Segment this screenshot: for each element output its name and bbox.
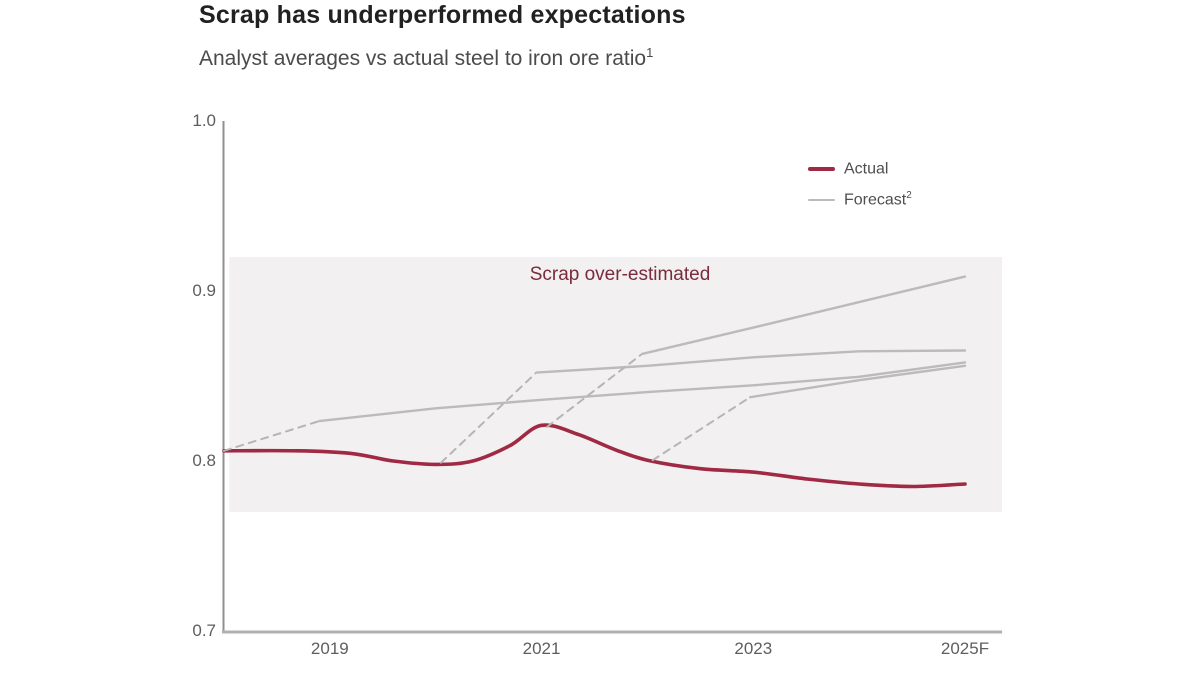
forecast-2022-connector: [651, 396, 752, 462]
chart-title: Scrap has underperformed expectations: [199, 1, 686, 29]
actual-line: [222, 423, 967, 489]
forecast-2022-line: [748, 364, 967, 399]
forecast-2018-connector: [223, 420, 321, 452]
x-tick-label: 2023: [734, 639, 773, 658]
legend-item-forecast: Forecast2: [808, 184, 912, 215]
y-tick-label: 0.9: [192, 281, 216, 300]
forecast-2018-line: [318, 361, 967, 423]
legend-label-forecast: Forecast2: [844, 189, 912, 209]
forecast-2021-line: [640, 275, 967, 356]
forecast-line-swatch-icon: [808, 198, 835, 201]
forecast-2021-connector: [545, 352, 644, 428]
y-tick-label: 0.7: [192, 621, 216, 640]
forecast-2020-line: [535, 349, 967, 374]
legend-label-actual: Actual: [844, 160, 889, 178]
legend-item-actual: Actual: [808, 153, 912, 184]
chart-subtitle-text: Analyst averages vs actual steel to iron…: [199, 47, 647, 70]
actual-line-swatch-icon: [808, 166, 835, 171]
band-annotation: Scrap over-estimated: [529, 264, 711, 285]
chart-subtitle: Analyst averages vs actual steel to iron…: [199, 45, 653, 71]
forecast-2020-connector: [440, 371, 538, 464]
y-tick-label: 1.0: [192, 111, 216, 130]
chart-legend: Actual Forecast2: [808, 153, 912, 215]
x-tick-label: 2019: [310, 639, 349, 658]
x-tick-label: 2021: [522, 639, 561, 658]
subtitle-footnote-marker: 1: [646, 45, 654, 60]
y-tick-label: 0.8: [192, 451, 216, 470]
x-tick-label: 2025F: [940, 639, 990, 658]
